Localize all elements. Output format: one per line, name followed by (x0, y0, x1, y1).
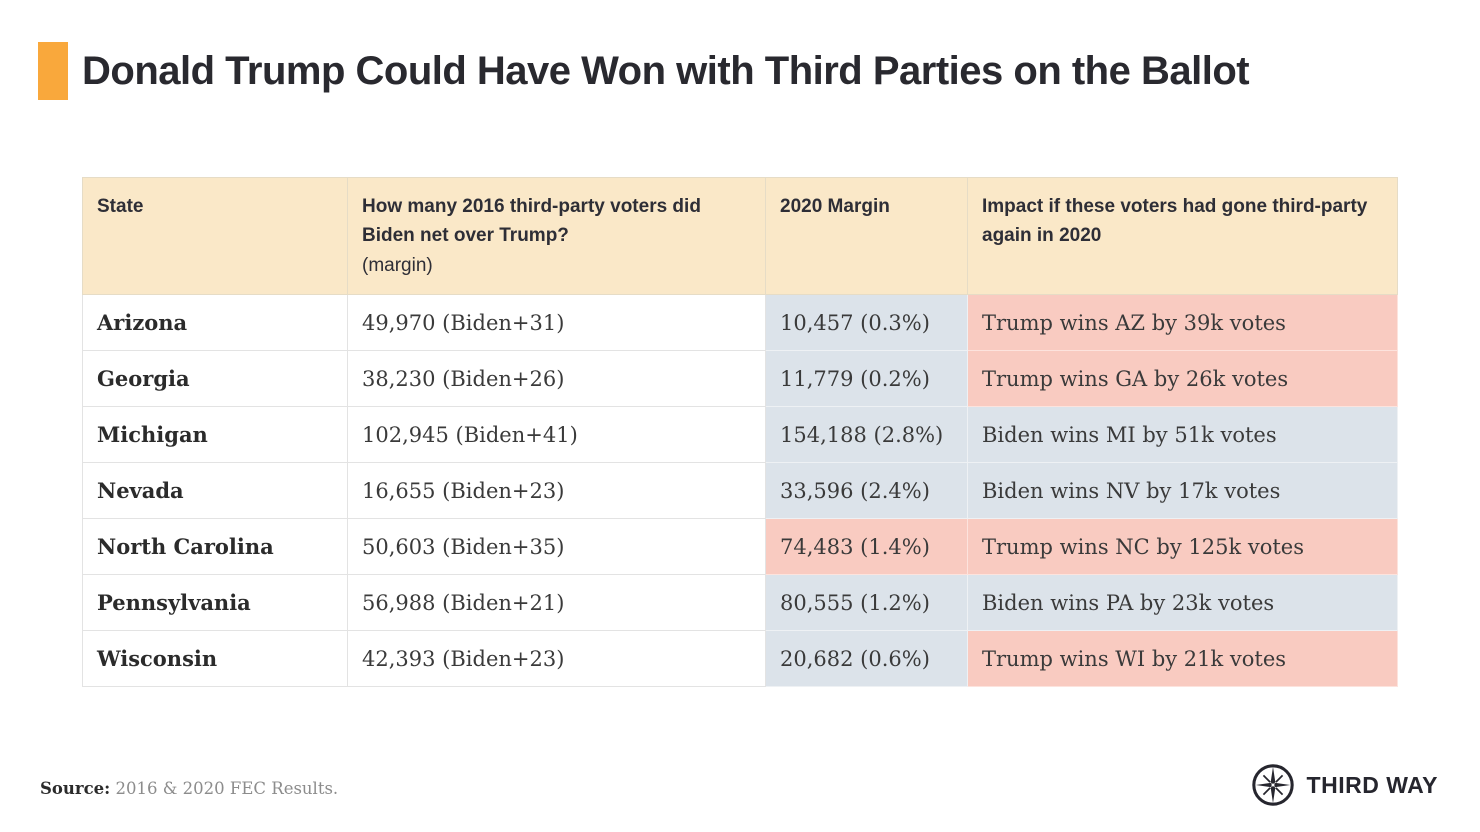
table-row: Georgia 38,230 (Biden+26) 11,779 (0.2%) … (82, 350, 1398, 408)
state-cell: Nevada (82, 462, 348, 520)
results-table: State How many 2016 third-party voters d… (82, 176, 1398, 688)
state-cell: Wisconsin (82, 630, 348, 688)
source-line: Source: 2016 & 2020 FEC Results. (40, 779, 338, 798)
title-block: Donald Trump Could Have Won with Third P… (38, 42, 1250, 100)
column-header-2020-margin: 2020 Margin (765, 176, 968, 296)
impact-cell: Biden wins PA by 23k votes (967, 574, 1398, 632)
margin-2020-cell: 154,188 (2.8%) (765, 406, 968, 464)
impact-cell: Biden wins MI by 51k votes (967, 406, 1398, 464)
table-row: Arizona 49,970 (Biden+31) 10,457 (0.3%) … (82, 294, 1398, 352)
state-cell: North Carolina (82, 518, 348, 576)
state-cell: Arizona (82, 294, 348, 352)
column-header-2016-net-label: How many 2016 third-party voters did Bid… (362, 196, 701, 247)
net-2016-cell: 102,945 (Biden+41) (347, 406, 766, 464)
table-row: Nevada 16,655 (Biden+23) 33,596 (2.4%) B… (82, 462, 1398, 520)
margin-2020-cell: 11,779 (0.2%) (765, 350, 968, 408)
table-row: Wisconsin 42,393 (Biden+23) 20,682 (0.6%… (82, 630, 1398, 688)
table-header-row: State How many 2016 third-party voters d… (82, 176, 1398, 296)
net-2016-cell: 56,988 (Biden+21) (347, 574, 766, 632)
net-2016-cell: 49,970 (Biden+31) (347, 294, 766, 352)
impact-cell: Trump wins WI by 21k votes (967, 630, 1398, 688)
page-title: Donald Trump Could Have Won with Third P… (82, 48, 1250, 93)
net-2016-cell: 50,603 (Biden+35) (347, 518, 766, 576)
margin-2020-cell: 80,555 (1.2%) (765, 574, 968, 632)
impact-cell: Trump wins AZ by 39k votes (967, 294, 1398, 352)
column-header-2016-net-sublabel: (margin) (362, 254, 433, 276)
margin-2020-cell: 20,682 (0.6%) (765, 630, 968, 688)
source-text: 2016 & 2020 FEC Results. (115, 779, 339, 798)
brand-name: THIRD WAY (1306, 771, 1438, 798)
table-row: Michigan 102,945 (Biden+41) 154,188 (2.8… (82, 406, 1398, 464)
column-header-impact: Impact if these voters had gone third-pa… (967, 176, 1398, 296)
column-header-state: State (82, 176, 348, 296)
impact-cell: Trump wins GA by 26k votes (967, 350, 1398, 408)
table-row: Pennsylvania 56,988 (Biden+21) 80,555 (1… (82, 574, 1398, 632)
impact-cell: Trump wins NC by 125k votes (967, 518, 1398, 576)
net-2016-cell: 38,230 (Biden+26) (347, 350, 766, 408)
source-label: Source: (40, 779, 111, 798)
state-cell: Georgia (82, 350, 348, 408)
table-row: North Carolina 50,603 (Biden+35) 74,483 … (82, 518, 1398, 576)
accent-bar (38, 42, 68, 100)
state-cell: Pennsylvania (82, 574, 348, 632)
margin-2020-cell: 74,483 (1.4%) (765, 518, 968, 576)
column-header-2016-net: How many 2016 third-party voters did Bid… (347, 176, 766, 296)
net-2016-cell: 42,393 (Biden+23) (347, 630, 766, 688)
margin-2020-cell: 10,457 (0.3%) (765, 294, 968, 352)
margin-2020-cell: 33,596 (2.4%) (765, 462, 968, 520)
brand-lockup: THIRD WAY (1250, 762, 1438, 808)
impact-cell: Biden wins NV by 17k votes (967, 462, 1398, 520)
net-2016-cell: 16,655 (Biden+23) (347, 462, 766, 520)
compass-star-icon (1251, 764, 1294, 806)
state-cell: Michigan (82, 406, 348, 464)
